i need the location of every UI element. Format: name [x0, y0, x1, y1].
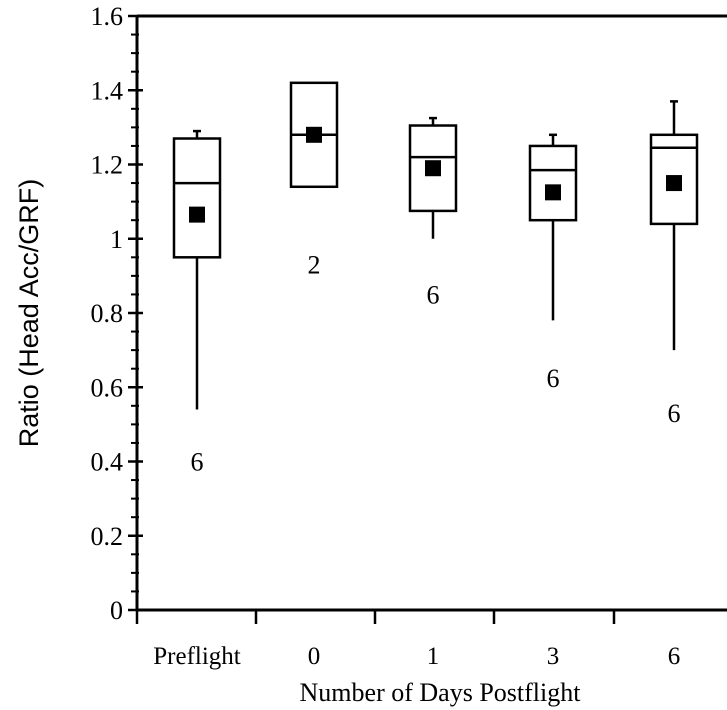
x-tick-label: 1 — [427, 643, 440, 670]
sample-size-label: 2 — [308, 251, 321, 280]
box-group: 6 — [172, 129, 222, 477]
boxes: 6 2 6 6 6 — [172, 81, 699, 477]
mean-marker — [425, 160, 441, 177]
box-iqr — [528, 144, 578, 222]
x-tick-label: 6 — [668, 643, 681, 670]
sample-size-label: 6 — [668, 399, 681, 428]
sample-size-label: 6 — [191, 448, 204, 477]
x-tick-label: 3 — [547, 643, 560, 670]
y-tick-label: 1.4 — [91, 76, 124, 105]
y-ticks: 0 0.2 0.4 0.6 0.8 1 1.2 1.4 1.6 — [91, 2, 143, 625]
sample-size-label: 6 — [427, 280, 440, 309]
x-tick-label: 0 — [308, 643, 321, 670]
box-group: 6 — [528, 133, 578, 393]
x-axis-label: Number of Days Postflight — [300, 678, 582, 707]
sample-size-label: 6 — [547, 364, 560, 393]
y-tick-label: 0.4 — [91, 448, 124, 477]
mean-marker — [189, 206, 205, 223]
y-tick-label: 1.2 — [91, 151, 124, 180]
y-tick-label: 1 — [110, 225, 123, 254]
mean-marker — [306, 126, 322, 143]
axes — [135, 14, 727, 612]
x-ticks: Preflight 0 1 3 6 — [135, 610, 681, 670]
box-group: 2 — [289, 81, 339, 280]
y-tick-label: 0.6 — [91, 373, 124, 402]
mean-marker — [666, 175, 682, 192]
y-tick-label: 0 — [110, 596, 123, 625]
x-tick-label: Preflight — [153, 643, 241, 670]
y-tick-label: 1.6 — [91, 2, 124, 31]
y-axis-label: Ratio (Head Acc/GRF) — [14, 179, 44, 448]
box-group: 6 — [649, 100, 699, 428]
box-group: 6 — [408, 116, 458, 309]
y-tick-label: 0.8 — [91, 299, 124, 328]
mean-marker — [545, 184, 561, 201]
box-iqr — [172, 137, 222, 259]
y-tick-label: 0.2 — [91, 522, 124, 551]
